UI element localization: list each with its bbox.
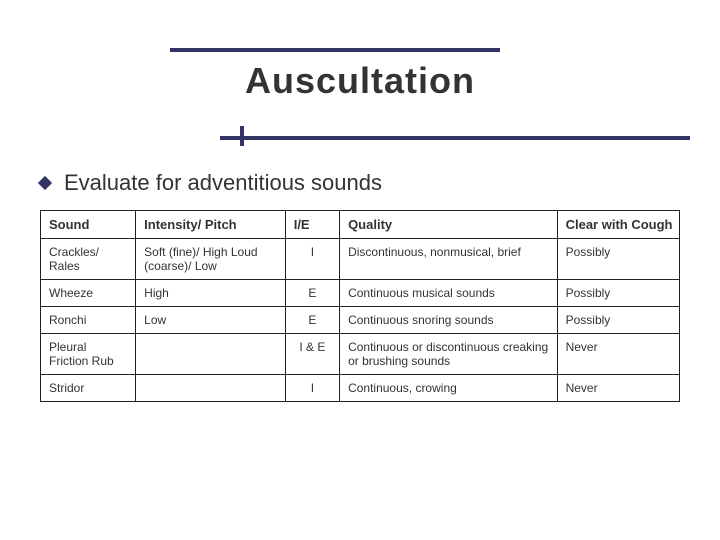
table-row: Pleural Friction Rub I & E Continuous or…: [41, 334, 680, 375]
bullet-row: Evaluate for adventitious sounds: [40, 170, 382, 196]
cell-intensity: Soft (fine)/ High Loud (coarse)/ Low: [136, 239, 286, 280]
col-intensity: Intensity/ Pitch: [136, 211, 286, 239]
cell-sound: Wheeze: [41, 280, 136, 307]
cell-ie: I: [285, 239, 339, 280]
cell-quality: Continuous snoring sounds: [340, 307, 558, 334]
cell-intensity: [136, 334, 286, 375]
cell-clear: Never: [557, 334, 679, 375]
cell-quality: Continuous or discontinuous creaking or …: [340, 334, 558, 375]
cell-clear: Possibly: [557, 239, 679, 280]
cell-quality: Discontinuous, nonmusical, brief: [340, 239, 558, 280]
cell-quality: Continuous musical sounds: [340, 280, 558, 307]
col-quality: Quality: [340, 211, 558, 239]
table-row: Wheeze High E Continuous musical sounds …: [41, 280, 680, 307]
cell-ie: I & E: [285, 334, 339, 375]
cell-ie: E: [285, 280, 339, 307]
page-title: Auscultation: [0, 60, 720, 102]
sounds-table-wrap: Sound Intensity/ Pitch I/E Quality Clear…: [40, 210, 680, 402]
col-clear-cough: Clear with Cough: [557, 211, 679, 239]
sounds-table: Sound Intensity/ Pitch I/E Quality Clear…: [40, 210, 680, 402]
table-header-row: Sound Intensity/ Pitch I/E Quality Clear…: [41, 211, 680, 239]
cell-clear: Possibly: [557, 280, 679, 307]
diamond-bullet-icon: [38, 176, 52, 190]
title-underline: [220, 136, 690, 140]
cell-sound: Pleural Friction Rub: [41, 334, 136, 375]
cell-intensity: [136, 375, 286, 402]
cell-ie: E: [285, 307, 339, 334]
cell-clear: Possibly: [557, 307, 679, 334]
table-row: Stridor I Continuous, crowing Never: [41, 375, 680, 402]
bullet-text: Evaluate for adventitious sounds: [64, 170, 382, 196]
table-row: Ronchi Low E Continuous snoring sounds P…: [41, 307, 680, 334]
cell-clear: Never: [557, 375, 679, 402]
cell-quality: Continuous, crowing: [340, 375, 558, 402]
col-sound: Sound: [41, 211, 136, 239]
cell-intensity: High: [136, 280, 286, 307]
title-underline-tick: [240, 126, 244, 146]
col-ie: I/E: [285, 211, 339, 239]
cell-ie: I: [285, 375, 339, 402]
cell-sound: Crackles/ Rales: [41, 239, 136, 280]
cell-sound: Stridor: [41, 375, 136, 402]
cell-sound: Ronchi: [41, 307, 136, 334]
table-row: Crackles/ Rales Soft (fine)/ High Loud (…: [41, 239, 680, 280]
top-divider: [170, 48, 500, 52]
cell-intensity: Low: [136, 307, 286, 334]
